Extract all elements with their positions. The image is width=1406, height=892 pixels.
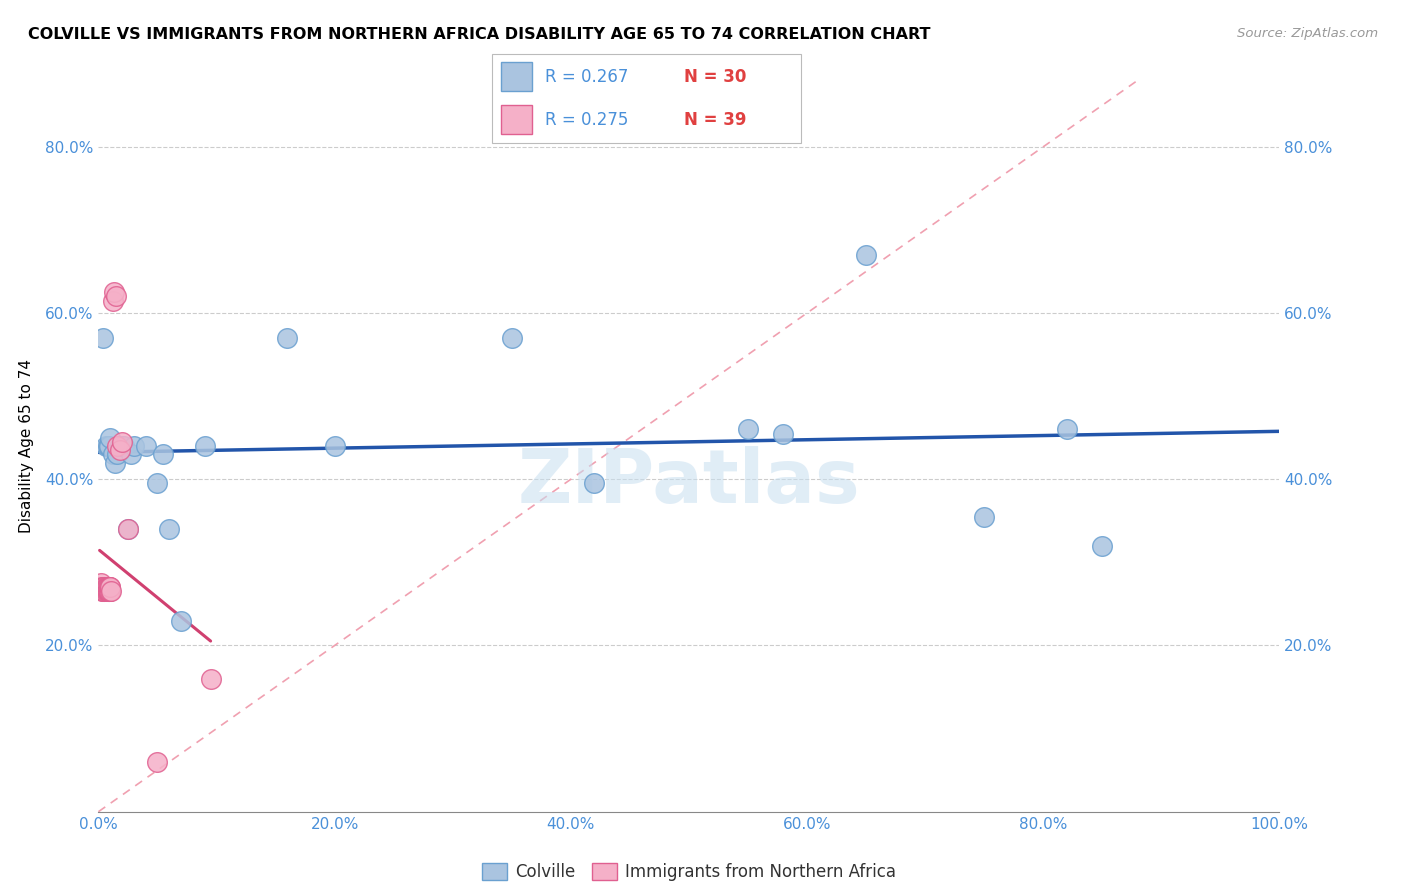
Point <box>93 580 115 594</box>
Point <box>1056 422 1078 436</box>
Point <box>96 580 118 594</box>
Point <box>98 580 121 594</box>
Text: R = 0.275: R = 0.275 <box>544 111 628 128</box>
Point <box>855 248 877 262</box>
Point <box>98 431 121 445</box>
Point <box>1091 539 1114 553</box>
FancyBboxPatch shape <box>502 105 533 134</box>
Point <box>146 476 169 491</box>
Point <box>94 439 117 453</box>
Point <box>737 422 759 436</box>
Point <box>97 439 120 453</box>
Point <box>100 584 122 599</box>
Point <box>94 584 117 599</box>
Point <box>98 580 121 594</box>
Point <box>98 580 121 594</box>
Point <box>122 439 145 453</box>
Point <box>91 331 114 345</box>
Text: N = 30: N = 30 <box>683 68 747 86</box>
Point <box>97 580 120 594</box>
Text: COLVILLE VS IMMIGRANTS FROM NORTHERN AFRICA DISABILITY AGE 65 TO 74 CORRELATION : COLVILLE VS IMMIGRANTS FROM NORTHERN AFR… <box>28 27 931 42</box>
Point <box>973 509 995 524</box>
Point <box>91 584 114 599</box>
Point <box>103 285 125 300</box>
Point <box>117 522 139 536</box>
Text: R = 0.267: R = 0.267 <box>544 68 628 86</box>
Point <box>501 331 523 345</box>
Point <box>108 443 131 458</box>
Point <box>98 584 121 599</box>
Point <box>121 447 143 461</box>
Point <box>97 584 120 599</box>
Point <box>276 331 298 345</box>
Point <box>90 576 112 591</box>
Point <box>97 584 120 599</box>
Point <box>98 584 121 599</box>
Point <box>152 447 174 461</box>
Point <box>105 439 128 453</box>
Point <box>98 580 121 594</box>
Point <box>200 672 222 686</box>
Point <box>98 584 121 599</box>
Point <box>90 580 112 594</box>
Point <box>91 580 114 594</box>
Point <box>117 522 139 536</box>
Point <box>89 580 111 594</box>
Point <box>194 439 217 453</box>
Point <box>101 447 124 461</box>
Point <box>323 439 346 453</box>
Point <box>111 439 134 453</box>
Point <box>98 584 121 599</box>
Point <box>112 439 135 453</box>
Point <box>146 755 169 769</box>
Point <box>135 439 157 453</box>
FancyBboxPatch shape <box>502 62 533 91</box>
Point <box>157 522 180 536</box>
Point <box>583 476 606 491</box>
Point <box>98 584 121 599</box>
Point <box>101 293 124 308</box>
Point <box>108 439 131 453</box>
Point <box>170 614 193 628</box>
Text: N = 39: N = 39 <box>683 111 747 128</box>
Y-axis label: Disability Age 65 to 74: Disability Age 65 to 74 <box>18 359 34 533</box>
Point <box>111 434 134 449</box>
Point <box>91 580 114 594</box>
Point <box>105 289 128 303</box>
Text: Source: ZipAtlas.com: Source: ZipAtlas.com <box>1237 27 1378 40</box>
Point <box>96 584 118 599</box>
Point <box>93 580 115 594</box>
Point <box>98 439 121 453</box>
Text: ZIPatlas: ZIPatlas <box>517 446 860 519</box>
FancyBboxPatch shape <box>492 54 801 143</box>
Point <box>91 584 114 599</box>
Point <box>93 584 115 599</box>
Point <box>94 580 117 594</box>
Point <box>104 456 127 470</box>
Point <box>97 584 120 599</box>
Legend: Colville, Immigrants from Northern Africa: Colville, Immigrants from Northern Afric… <box>475 856 903 888</box>
Point <box>105 447 128 461</box>
Point <box>772 426 794 441</box>
Point <box>93 584 115 599</box>
Point <box>96 580 118 594</box>
